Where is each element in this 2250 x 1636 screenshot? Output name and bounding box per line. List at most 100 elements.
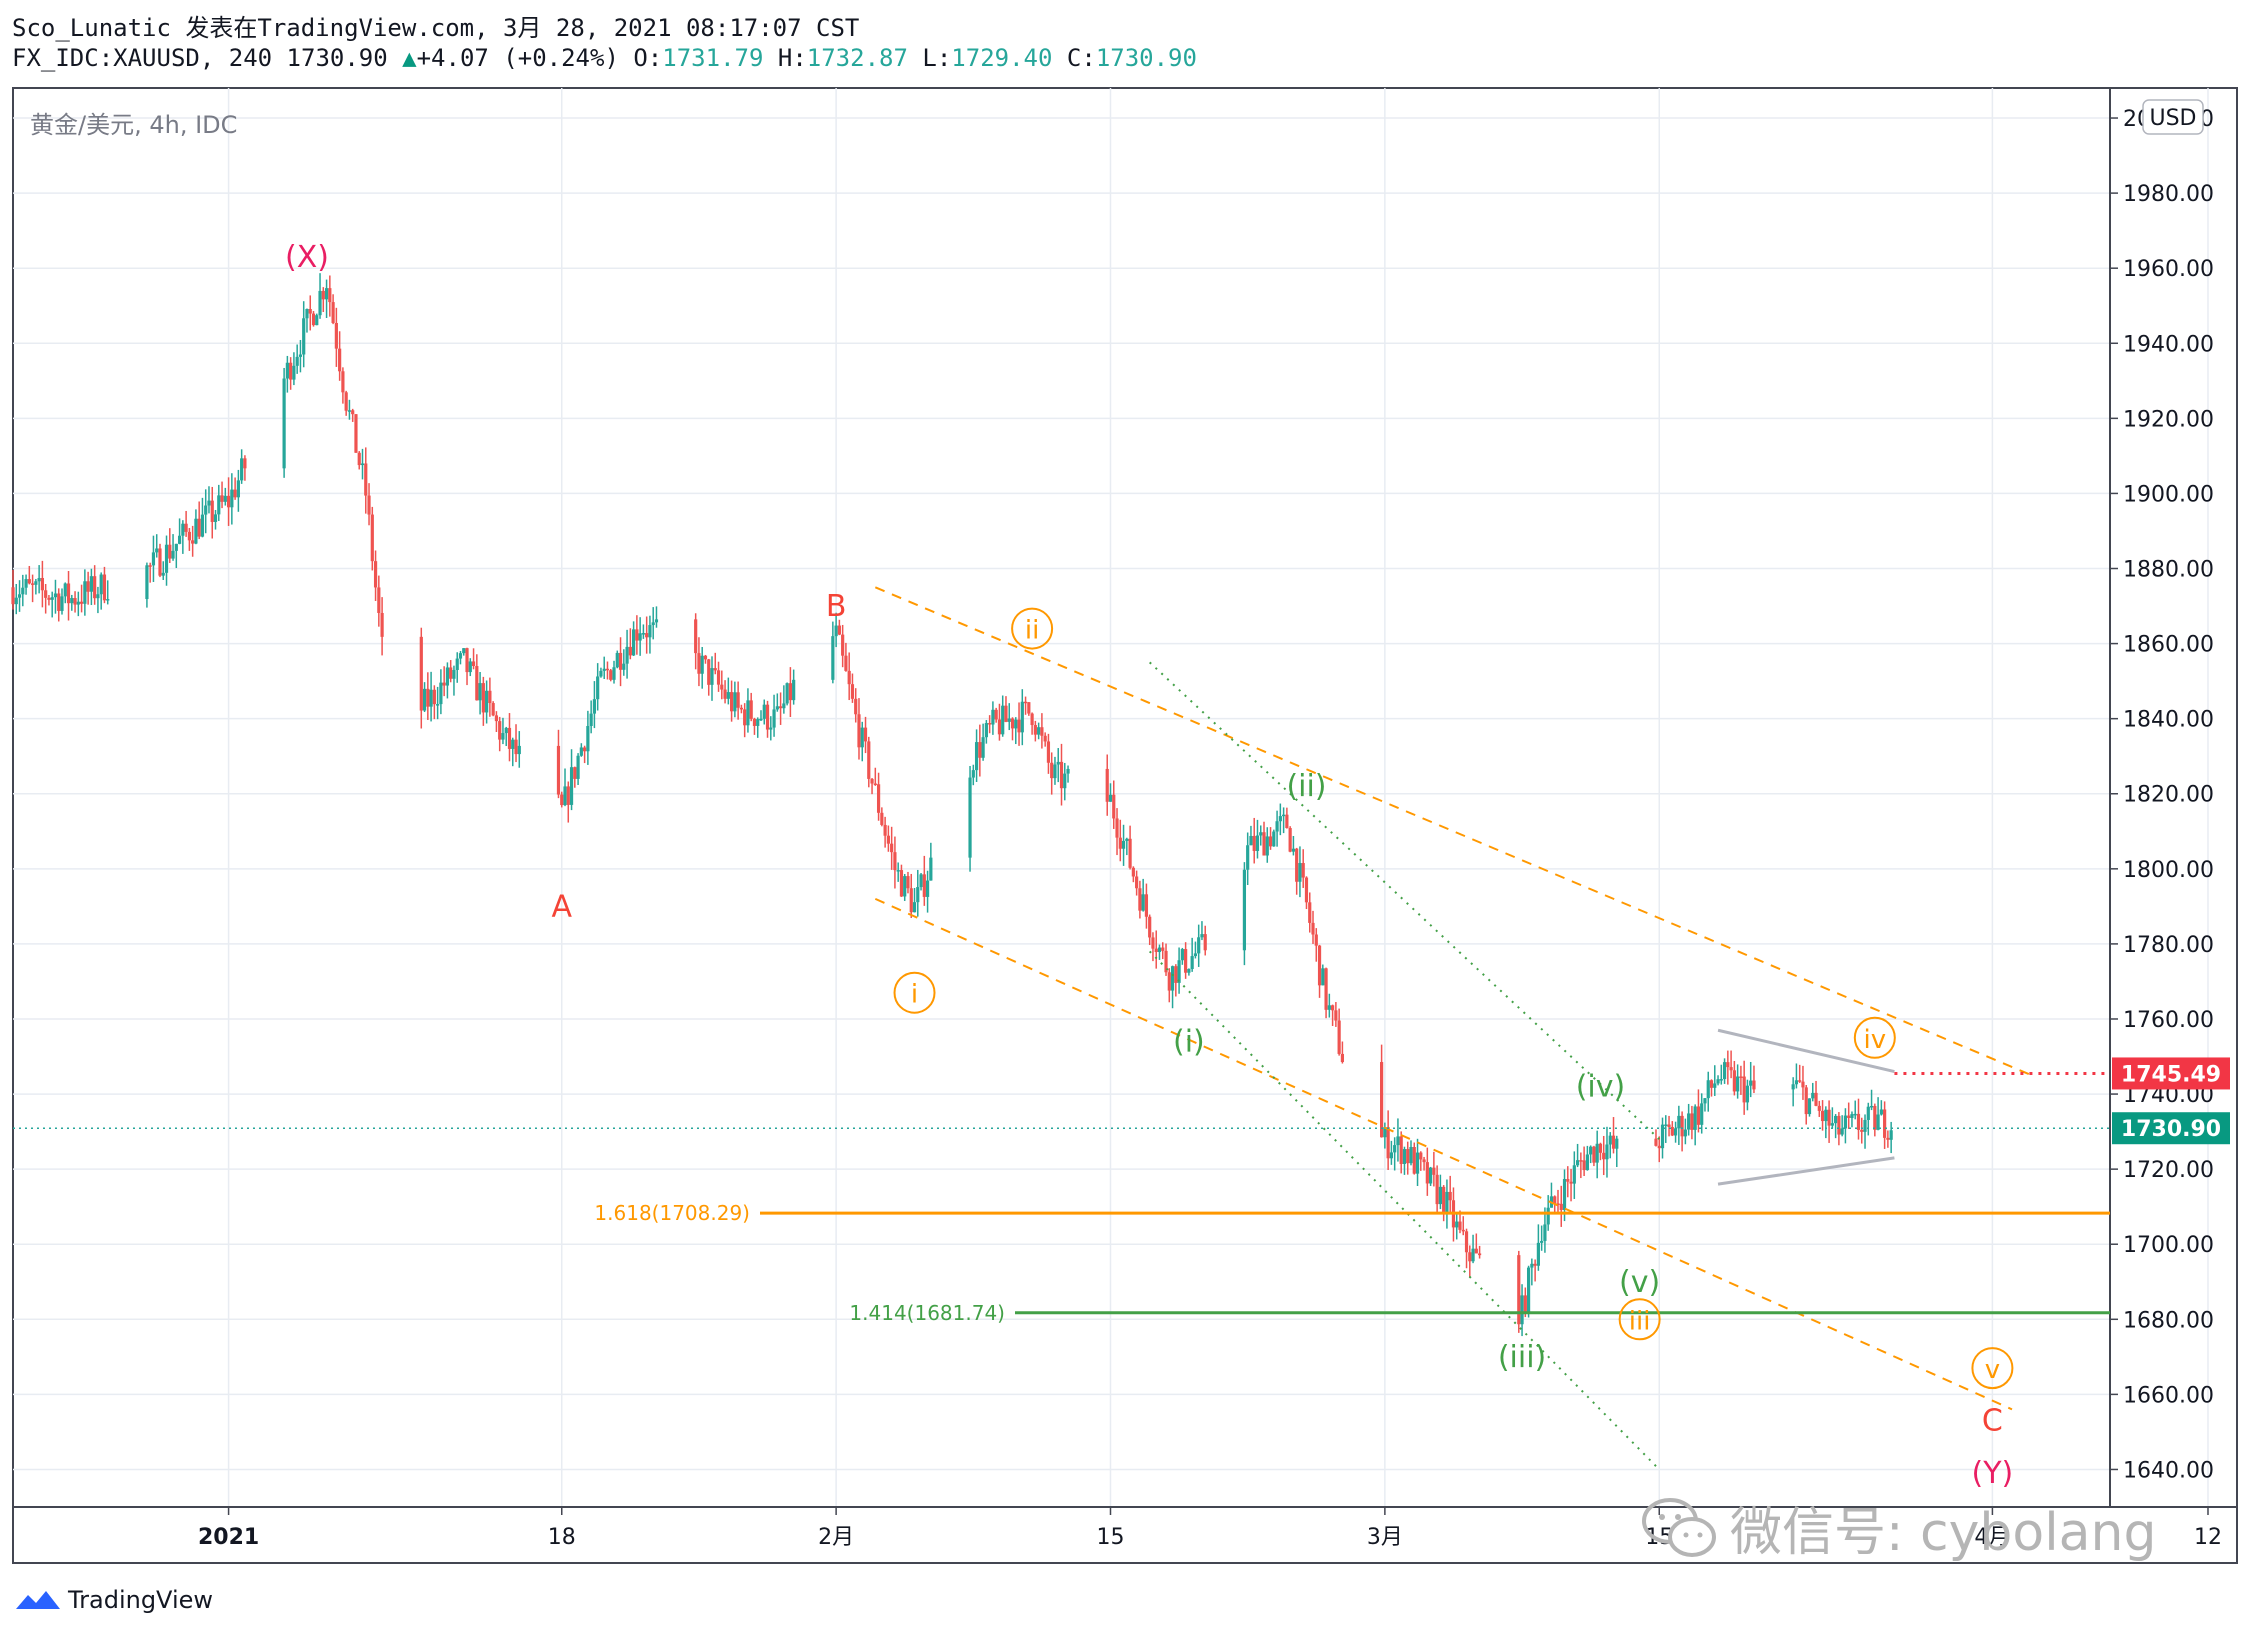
candle-body (1749, 1080, 1753, 1086)
candle-body (984, 723, 988, 738)
candle-body (200, 514, 205, 537)
x-tick-label: 18 (548, 1525, 576, 1550)
y-tick-label: 1960.00 (2123, 257, 2214, 282)
y-tick-label: 1820.00 (2123, 783, 2214, 808)
candle-body (583, 747, 587, 752)
candle-body (177, 535, 182, 544)
candle-body (57, 593, 61, 611)
candle-body (86, 581, 90, 592)
candle-body (997, 719, 1002, 735)
y-tick-label: 1880.00 (2123, 558, 2214, 583)
candle-body (1046, 741, 1051, 763)
time-axis[interactable]: 2021 18 2月 15 3月 15 4月 12 (198, 1507, 2222, 1550)
candle-body (841, 634, 845, 656)
candle-body (883, 824, 887, 836)
candle-body (73, 598, 77, 605)
price-axis[interactable]: 2000.001980.001960.001940.001920.001900.… (2110, 107, 2214, 1483)
candle-body (1801, 1081, 1805, 1088)
candle-body (1863, 1119, 1867, 1132)
candle-body (1464, 1231, 1469, 1253)
candle-body (1680, 1115, 1684, 1137)
candle-body (1461, 1229, 1465, 1232)
candle-body (1526, 1267, 1531, 1314)
candle-body (357, 452, 361, 466)
candle-body (912, 902, 917, 913)
candle-body (181, 523, 185, 536)
candle-body (576, 755, 580, 779)
candle-body (1474, 1248, 1478, 1254)
wave-label: (Y) (1972, 1456, 2014, 1491)
candle-body (298, 354, 303, 357)
candle-body (596, 676, 600, 700)
candle-body (1161, 947, 1165, 951)
candle-body (1559, 1203, 1563, 1210)
candle-body (1304, 877, 1309, 903)
candle-body (1533, 1263, 1537, 1266)
candle-body (1471, 1248, 1475, 1262)
candle-body (834, 625, 838, 637)
candle-body (66, 583, 71, 604)
candle-body (1314, 934, 1318, 946)
y-tick-label: 1900.00 (2123, 482, 2214, 507)
candle-body (1798, 1080, 1802, 1082)
candle-body (854, 698, 858, 715)
candle-body (1007, 718, 1011, 722)
candle-body (83, 581, 87, 604)
candle-body (792, 679, 796, 701)
candle-body (778, 706, 783, 709)
candle-body (436, 704, 440, 706)
candle-body (1595, 1143, 1599, 1163)
candle-body (1317, 945, 1322, 986)
candle-body (1157, 947, 1162, 953)
candle-body (468, 661, 472, 673)
wave-label: (v) (1619, 1265, 1660, 1300)
candle-body (449, 667, 453, 679)
y-tick-label: 1700.00 (2123, 1233, 2214, 1258)
candle-body (700, 655, 704, 674)
candle-body (1337, 1020, 1341, 1054)
candle-body (243, 458, 247, 469)
candle-body (1553, 1196, 1557, 1204)
candle-body (1167, 972, 1171, 991)
candle-body (1004, 705, 1008, 722)
candle-body (1811, 1092, 1815, 1099)
candle-body (171, 550, 175, 559)
candle-body (11, 587, 15, 605)
y-tick-label: 1760.00 (2123, 1008, 2214, 1033)
candle-body (863, 727, 868, 742)
candle-body (240, 458, 244, 481)
candle-body (507, 727, 512, 749)
candle-body (1455, 1221, 1459, 1228)
candle-body (628, 646, 632, 656)
tradingview-logo[interactable]: TradingView (16, 1586, 213, 1614)
candle-body (1745, 1085, 1750, 1103)
candle-body (1540, 1240, 1544, 1243)
candle-body (1017, 719, 1021, 733)
candle-body (870, 778, 874, 784)
candle-body (1716, 1079, 1720, 1084)
price-tag-label: 1745.49 (2121, 1062, 2221, 1087)
candle-body (710, 668, 714, 685)
candle-body (145, 565, 149, 600)
candle-body (161, 572, 165, 576)
candle-body (899, 870, 904, 897)
candle-body (1050, 762, 1054, 779)
y-tick-label: 1860.00 (2123, 633, 2214, 658)
candle-body (756, 719, 760, 726)
candle-body (1834, 1115, 1838, 1124)
candle-body (1193, 953, 1198, 957)
candle-body (1272, 831, 1276, 847)
candle-body (1144, 894, 1149, 917)
currency-badge[interactable]: USD (2142, 99, 2204, 135)
candle-body (1566, 1179, 1570, 1182)
candle-body (785, 683, 789, 704)
candle-body (289, 362, 293, 380)
candle-body (1726, 1062, 1730, 1068)
candle-body (76, 601, 80, 605)
candle-body (452, 669, 456, 679)
candle-body (925, 880, 930, 897)
candle-body (844, 655, 848, 671)
candle-body (831, 636, 835, 680)
